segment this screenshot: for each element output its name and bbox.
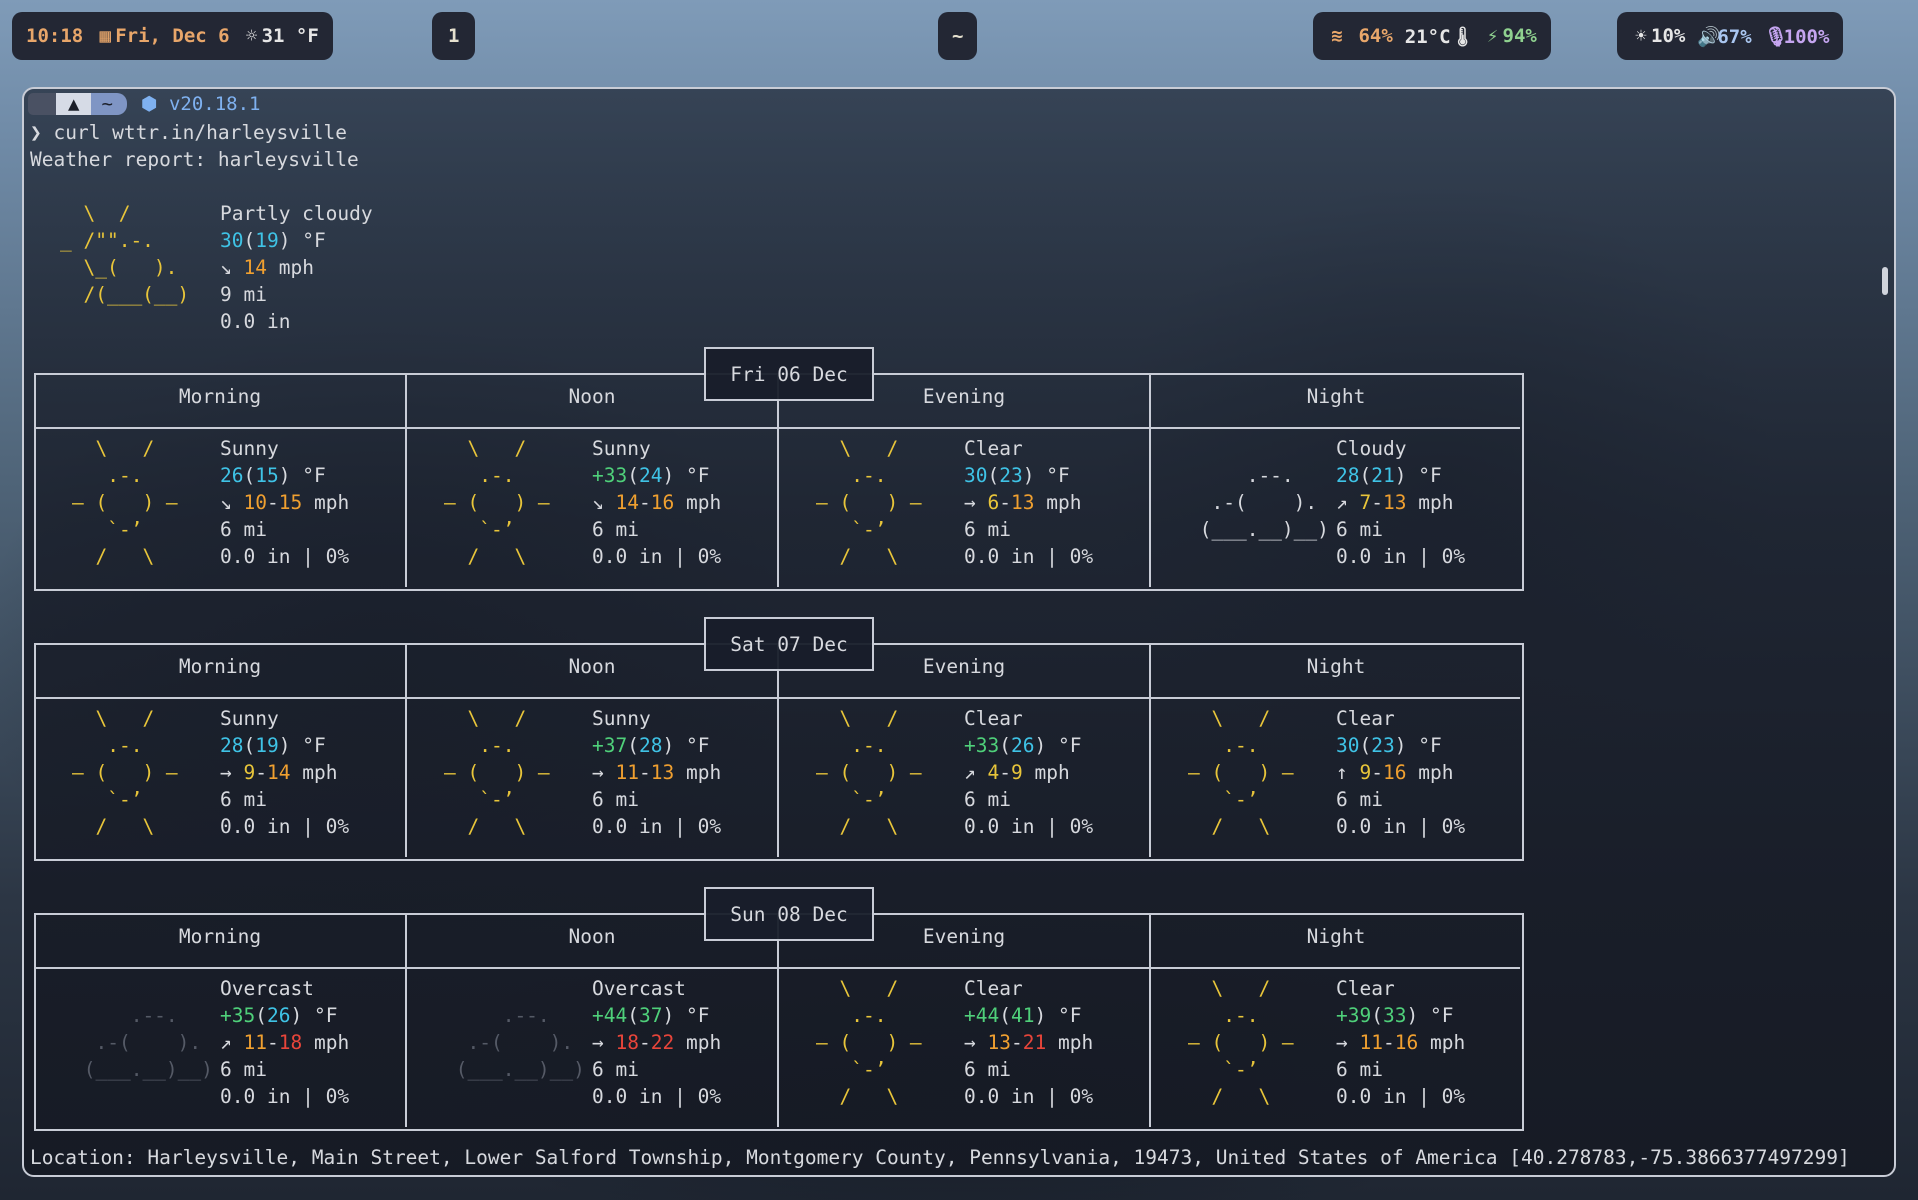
arch-logo-icon: ▲ [56, 93, 92, 115]
overcast-icon: .--. .-( ). (___.__)__) [455, 1004, 585, 1081]
window-title-pill[interactable]: ~ [938, 12, 978, 60]
column-title: Noon [568, 385, 616, 408]
period-cell: Sunny 26(15) °F ↘ 10-15 mph 6 mi 0.0 in … [220, 437, 350, 568]
overcast-icon: .--. .-( ). (___.__)__) [83, 1004, 213, 1081]
period-cell: Overcast +35(26) °F ↗ 11-18 mph 6 mi 0.0… [220, 977, 350, 1108]
column-title: Morning [178, 925, 262, 948]
location-line: Location: Harleysville, Main Street, Low… [30, 1146, 1850, 1169]
column-title: Morning [178, 385, 262, 408]
report-title: Weather report: harleysville [30, 148, 359, 171]
sunny-icon: \ / .-. ― ( ) ― `-’ / \ [444, 437, 550, 568]
sunny-icon: \ / .-. ― ( ) ― `-’ / \ [1188, 977, 1294, 1108]
battery-plug-icon: ⚡ [1486, 25, 1499, 47]
brightness-icon: ☀ [1635, 25, 1647, 47]
column-title: Evening [922, 385, 1006, 408]
mic-level: 100% [1783, 25, 1830, 48]
period-cell: Clear +39(33) °F → 11-16 mph 6 mi 0.0 in… [1336, 977, 1466, 1108]
day-label: Sat 07 Dec [704, 617, 874, 671]
volume-icon: 🔊 [1697, 25, 1721, 48]
controls-widget[interactable]: ☀ 10% 🔊67% 🎙100% [1617, 12, 1844, 60]
clock-time: 10:18 [26, 25, 84, 47]
sunny-icon: \ / .-. ― ( ) ― `-’ / \ [816, 977, 922, 1108]
sunny-icon: \ / .-. ― ( ) ― `-’ / \ [444, 707, 550, 838]
command-line: ❯ curl wttr.in/harleysville [30, 121, 347, 144]
mic-icon: 🎙 [1763, 25, 1788, 48]
column-title: Noon [568, 655, 616, 678]
column-title: Night [1306, 655, 1366, 678]
period-cell: Cloudy 28(21) °F ↗ 7-13 mph 6 mi 0.0 in … [1336, 437, 1466, 568]
window-title: ~ [952, 25, 964, 47]
wifi-icon: ≋ [1331, 25, 1343, 47]
column-title: Morning [178, 655, 262, 678]
column-title: Noon [568, 925, 616, 948]
period-cell: Clear 30(23) °F → 6-13 mph 6 mi 0.0 in |… [964, 437, 1094, 568]
battery-level: 94% [1502, 25, 1537, 47]
brightness-level: 10% [1651, 25, 1686, 47]
weather-temp: 31 °F [261, 25, 319, 47]
prompt-dir: ~ [91, 93, 127, 115]
sunny-icon: \ / .-. ― ( ) ― `-’ / \ [72, 707, 178, 838]
period-cell: Clear +44(41) °F → 13-21 mph 6 mi 0.0 in… [964, 977, 1094, 1108]
current-weather: Partly cloudy 30(19) °F ↘ 14 mph 9 mi 0.… [220, 202, 373, 333]
sunny-icon: \ / .-. ― ( ) ― `-’ / \ [816, 707, 922, 838]
thermometer-icon: 🌡 [1450, 25, 1475, 48]
status-widget[interactable]: ≋ 64% 21°C🌡 ⚡ 94% [1313, 12, 1551, 60]
column-title: Night [1306, 385, 1366, 408]
period-cell: Overcast +44(37) °F → 18-22 mph 6 mi 0.0… [592, 977, 722, 1108]
column-title: Evening [922, 925, 1006, 948]
workspace-button[interactable]: 1 [432, 12, 476, 60]
node-icon: ⬢ [140, 93, 158, 115]
wifi-level: 64% [1358, 25, 1393, 47]
column-title: Night [1306, 925, 1366, 948]
cloudy-icon: .--. .-( ). (___.__)__) [1199, 464, 1329, 541]
period-cell: Sunny +37(28) °F → 11-13 mph 6 mi 0.0 in… [592, 707, 722, 838]
prompt-header: ▲ ~ ⬢ v20.18.1 [28, 93, 260, 115]
day-label: Fri 06 Dec [704, 347, 874, 401]
volume-level: 67% [1717, 25, 1752, 48]
cpu-temp: 21°C [1404, 25, 1451, 48]
terminal-window[interactable]: ▲ ~ ⬢ v20.18.1 ❯ curl wttr.in/harleysvil… [22, 87, 1896, 1177]
node-version: v20.18.1 [168, 93, 261, 115]
scrollbar[interactable] [1882, 267, 1888, 295]
clock-widget: 10:18 ▦ Fri, Dec 6 ☼ 31 °F [12, 12, 333, 60]
period-cell: Clear 30(23) °F ↑ 9-16 mph 6 mi 0.0 in |… [1336, 707, 1466, 838]
day-label: Sun 08 Dec [704, 887, 874, 941]
clock-date: Fri, Dec 6 [115, 25, 230, 47]
sun-icon: ☼ [245, 25, 258, 47]
period-cell: Sunny 28(19) °F → 9-14 mph 6 mi 0.0 in |… [220, 707, 350, 838]
period-cell: Sunny +33(24) °F ↘ 14-16 mph 6 mi 0.0 in… [592, 437, 722, 568]
calendar-icon: ▦ [99, 25, 111, 47]
workspace-number: 1 [448, 25, 460, 47]
sunny-icon: \ / .-. ― ( ) ― `-’ / \ [72, 437, 178, 568]
column-title: Evening [922, 655, 1006, 678]
partly-cloudy-icon: \ / _ /"".-. \_( ). /(___(__) [60, 202, 190, 306]
sunny-icon: \ / .-. ― ( ) ― `-’ / \ [1188, 707, 1294, 838]
period-cell: Clear +33(26) °F ↗ 4-9 mph 6 mi 0.0 in |… [964, 707, 1094, 838]
sunny-icon: \ / .-. ― ( ) ― `-’ / \ [816, 437, 922, 568]
